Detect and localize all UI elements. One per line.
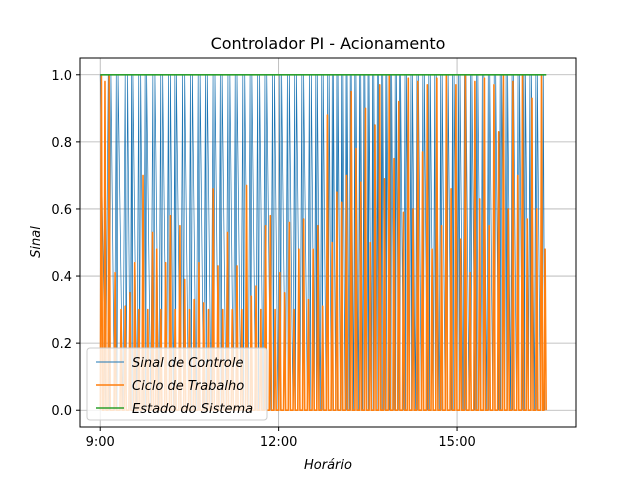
y-tick-label: 0.6	[51, 203, 72, 218]
x-tick-label: 15:00	[438, 435, 475, 450]
x-axis-label: Horário	[304, 458, 352, 473]
y-tick-label: 0.8	[51, 136, 72, 151]
legend-label-ciclo-de-trabalho: Ciclo de Trabalho	[132, 379, 244, 394]
x-axis: 9:00 12:00 15:00	[86, 427, 476, 450]
y-axis-label: Sinal	[29, 226, 44, 258]
y-tick-label: 0.0	[51, 404, 72, 419]
x-tick-label: 9:00	[86, 435, 115, 450]
y-tick-label: 1.0	[51, 69, 72, 84]
y-tick-label: 0.2	[51, 337, 72, 352]
y-axis: 0.0 0.2 0.4 0.6 0.8 1.0	[51, 69, 80, 419]
legend-label-sinal-de-controle: Sinal de Controle	[132, 356, 243, 371]
axes-frame	[79, 57, 577, 428]
y-tick-label: 0.4	[51, 270, 72, 285]
legend-box	[86, 347, 268, 421]
legend-label-estado-do-sistema: Estado do Sistema	[132, 402, 253, 417]
x-tick-label: 12:00	[260, 435, 297, 450]
chart-title: Controlador PI - Acionamento	[211, 34, 446, 53]
legend: Sinal de Controle Ciclo de Trabalho Esta…	[86, 347, 268, 421]
